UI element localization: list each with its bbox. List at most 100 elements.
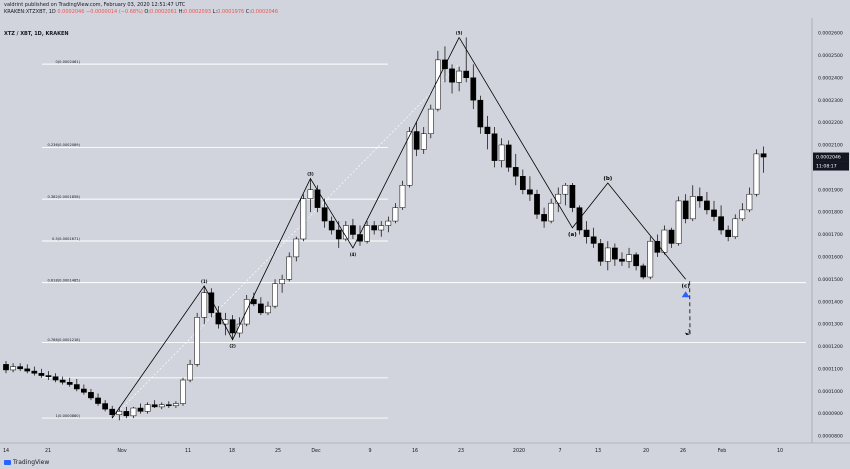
candle-body [626,254,632,262]
time-tick-label: 14 [3,448,9,454]
candle-body [739,209,746,220]
candle [534,189,540,219]
candle [151,400,158,409]
candle-body [59,379,66,383]
candle-body [612,247,618,260]
candle [314,185,321,213]
price-tick-label: 0.0001400 [818,299,843,305]
candle [59,376,66,385]
candle [38,368,45,378]
fib-level-label: 0.618(0.0001485) [47,278,80,282]
price-tick-label: 0.0001500 [818,277,843,283]
candle [420,127,427,154]
corrective-wave-path [458,37,686,280]
impulse-wave-path [111,37,460,419]
candle-body [718,216,724,231]
candle-body [130,407,137,417]
candle-body [604,247,611,262]
candle-body [505,144,512,168]
tradingview-logo[interactable]: TradingView [4,459,49,466]
candle [17,363,24,372]
candle [619,252,625,266]
candle [201,285,208,325]
candle [449,64,455,94]
candle-body [31,370,38,374]
candle [222,312,229,336]
time-tick-label: 2020 [513,448,525,454]
candle-body [619,258,625,262]
candle-body [364,225,370,242]
candle [31,366,38,376]
candle-body [293,238,300,258]
candle-body [689,196,696,220]
candle [116,406,123,421]
wave-label: (5) [456,30,463,35]
candle [491,127,498,168]
candle-body [420,133,427,150]
candle [392,203,399,224]
candle [342,221,349,242]
candle [704,191,710,215]
candle [194,312,201,367]
candle-body [682,200,689,220]
candle [102,400,108,412]
ohlc-open-label: O: [144,9,150,15]
candle-body [442,59,448,70]
candle-body [760,153,767,158]
price-tick-label: 0.0002100 [818,143,843,149]
fib-level-label: 1(0.0000880) [55,414,80,418]
price-tick-label: 0.0002600 [818,31,843,37]
candle-body [746,193,753,211]
wave-label: (2) [229,344,236,349]
candle-body [640,265,647,278]
candle-body [484,126,491,134]
symbol-line: KRAKEN:XTZXBT, 1D [4,9,56,15]
candle [753,149,760,197]
candle [144,402,151,414]
countdown-tag [813,161,849,171]
wave-label: (4) [350,252,357,257]
candle-body [236,323,243,334]
candle [435,50,441,112]
price-tick-label: 0.0001100 [818,366,843,372]
candle [682,194,689,224]
last-price-tag [813,152,849,162]
candle-body [279,279,285,285]
candle-body [265,305,271,314]
candle-body [569,184,576,208]
time-tick-label: 16 [412,448,418,454]
candle-body [215,312,222,325]
time-tick-label: Feb [718,448,727,454]
candle [406,127,413,188]
price-tick-label: 0.0000800 [818,434,843,440]
candle [576,205,583,235]
price-tick-label: 0.0001900 [818,187,843,193]
candle [307,178,314,213]
candle-body [661,229,668,253]
candle-body [116,411,123,415]
candle-body [45,375,52,377]
fib-level-label: 0.786(0.0001218) [47,338,80,342]
candle-body [555,193,562,204]
candle-body [17,366,24,370]
candle-body [392,207,399,222]
candle-body [102,403,108,410]
candle [569,183,576,213]
candle [165,401,172,409]
candle [321,198,328,228]
price-tick-label: 0.0001600 [818,254,843,260]
candle-body [753,153,760,195]
candle-body [137,407,144,412]
candle [236,317,243,338]
candle-body [456,70,462,83]
candle [718,205,724,235]
time-tick-label: 23 [458,448,464,454]
candle-body [73,384,80,390]
candle-body [180,379,186,404]
candle [81,384,87,395]
projection-arrow-head [685,332,690,336]
time-tick-label: 26 [680,448,686,454]
wave-label: (3) [307,172,314,177]
candle-body [562,184,569,195]
